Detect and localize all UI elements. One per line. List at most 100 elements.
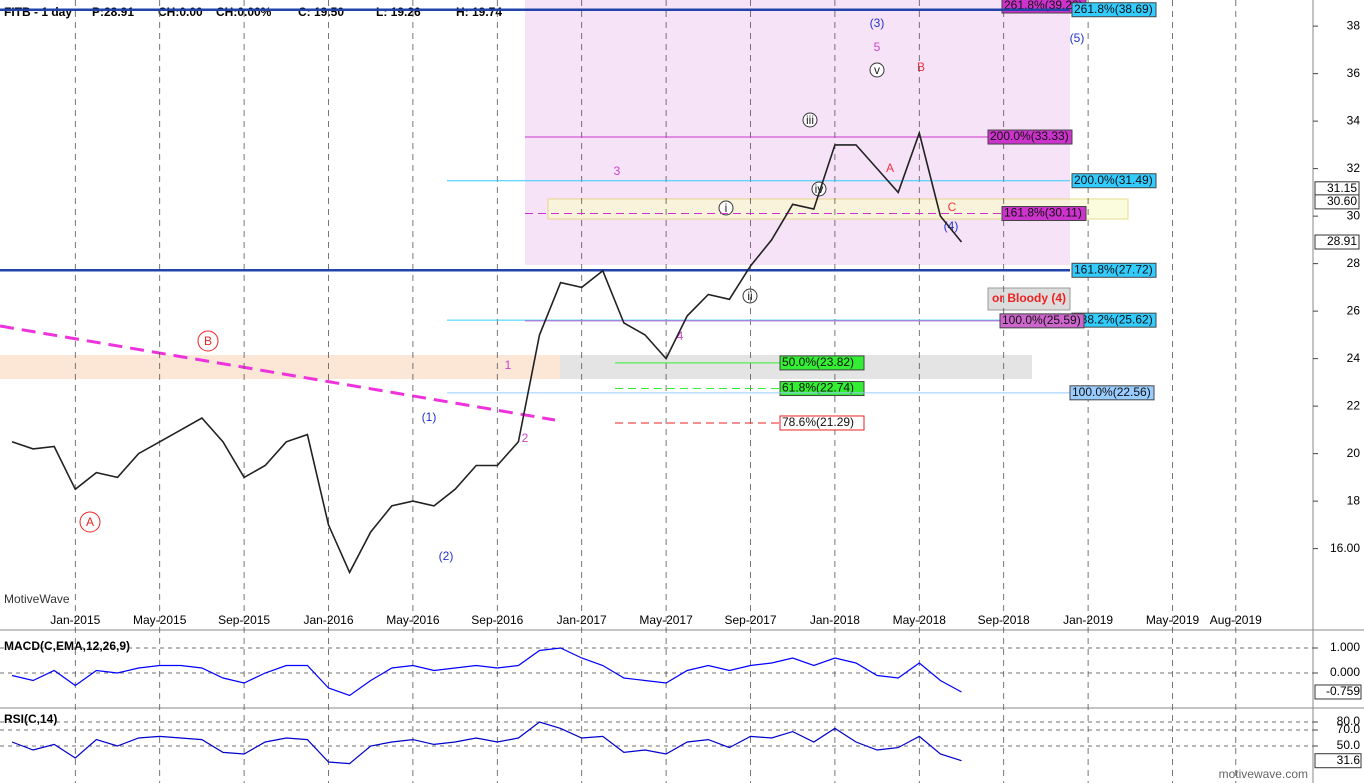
series-line bbox=[11, 130, 963, 575]
fib-label: 50.0%(23.82) bbox=[782, 355, 854, 369]
fib-label-box bbox=[1069, 385, 1155, 401]
x-tick-label: Jan-2017 bbox=[557, 613, 607, 627]
y-tick-label: 50.0 bbox=[1337, 738, 1361, 752]
fib-label: 100.0%(25.59) bbox=[1002, 313, 1081, 327]
wave-label: v bbox=[874, 63, 880, 77]
fib-label-box bbox=[779, 415, 865, 431]
price-marker: 31.15 bbox=[1327, 181, 1357, 195]
y-tick-label: 36 bbox=[1347, 66, 1361, 80]
x-tick-label: Jan-2019 bbox=[1063, 613, 1113, 627]
current-marker-box bbox=[1314, 753, 1362, 769]
wave-label: (3) bbox=[870, 16, 885, 30]
watermark: MotiveWave bbox=[4, 592, 70, 606]
current-marker: -0.759 bbox=[1326, 684, 1360, 698]
wave-label: 5 bbox=[874, 40, 881, 54]
y-tick-label: 20 bbox=[1347, 446, 1361, 460]
wave-label: 2 bbox=[522, 431, 529, 445]
y-tick-label: 32 bbox=[1347, 161, 1361, 175]
wave-label: ii bbox=[747, 289, 752, 303]
wave-label: B bbox=[204, 334, 212, 348]
series-line bbox=[11, 721, 962, 765]
wave-label: A bbox=[886, 161, 894, 175]
y-tick-label: 80.0 bbox=[1337, 714, 1361, 728]
x-tick-label: Aug-2019 bbox=[1210, 613, 1262, 627]
fib-label-box bbox=[1071, 262, 1157, 278]
y-tick-label: 70.0 bbox=[1337, 722, 1361, 736]
fib-label: 61.8%(22.74) bbox=[782, 381, 854, 395]
y-tick-label: 22 bbox=[1347, 398, 1361, 412]
note-box bbox=[987, 287, 1071, 311]
y-tick-label: 24 bbox=[1347, 351, 1361, 365]
wave-label: (5) bbox=[1070, 31, 1085, 45]
wave-label: 4 bbox=[677, 329, 684, 343]
wave-label: iii bbox=[806, 113, 814, 127]
stat: L: 19.26 bbox=[376, 5, 421, 19]
fib-label: 138.2%(25.62) bbox=[1074, 312, 1153, 326]
price-marker-box bbox=[1314, 234, 1360, 250]
stat: C: 19.50 bbox=[298, 5, 344, 19]
fib-label: 161.8%(27.72) bbox=[1074, 262, 1153, 276]
fib-label-box bbox=[1001, 206, 1087, 222]
fib-label-box bbox=[1071, 173, 1157, 189]
stat: H: 19.74 bbox=[456, 5, 502, 19]
watermark: motivewave.com bbox=[1219, 767, 1308, 781]
x-tick-label: May-2017 bbox=[639, 613, 693, 627]
y-tick-label: 28 bbox=[1347, 256, 1361, 270]
wave-label: i bbox=[725, 201, 728, 215]
wave-label: B bbox=[917, 60, 925, 74]
current-marker: 31.6 bbox=[1337, 753, 1361, 767]
fib-label: 261.8%(38.69) bbox=[1074, 2, 1153, 16]
stat: P:28.91 bbox=[92, 5, 134, 19]
wave-label: (2) bbox=[439, 549, 454, 563]
wave-label: iv bbox=[815, 182, 824, 196]
x-tick-label: May-2019 bbox=[1146, 613, 1200, 627]
price-marker: 28.91 bbox=[1327, 234, 1357, 248]
wave-circle bbox=[79, 511, 101, 533]
y-tick-label: 16.00 bbox=[1330, 541, 1360, 555]
fib-label: 100.0%(22.56) bbox=[1072, 385, 1151, 399]
y-tick-label: 34 bbox=[1347, 113, 1361, 127]
y-tick-label: 30 bbox=[1347, 208, 1361, 222]
x-tick-label: Sep-2015 bbox=[218, 613, 270, 627]
wave-label: (4) bbox=[944, 219, 959, 233]
series-line bbox=[11, 647, 962, 697]
x-tick-label: Sep-2017 bbox=[724, 613, 776, 627]
x-tick-label: Sep-2016 bbox=[471, 613, 523, 627]
note: or Bloody (4) bbox=[992, 291, 1066, 305]
fib-label-box bbox=[779, 381, 865, 397]
current-marker-box bbox=[1314, 684, 1362, 700]
wave-label: (1) bbox=[422, 410, 437, 424]
y-tick-label: 18 bbox=[1347, 493, 1361, 507]
fib-label: 200.0%(33.33) bbox=[990, 129, 1069, 143]
fib-zone bbox=[525, 0, 1070, 265]
price-marker: 30.60 bbox=[1327, 194, 1357, 208]
fib-label-box bbox=[779, 355, 865, 371]
trendline bbox=[0, 324, 556, 422]
fib-label-box bbox=[999, 313, 1085, 329]
stat: CH:0.00 bbox=[158, 5, 203, 19]
y-tick-label: 26 bbox=[1347, 303, 1361, 317]
panel-title: RSI(C,14) bbox=[4, 712, 57, 726]
panel-title: MACD(C,EMA,12,26,9) bbox=[4, 639, 130, 653]
fib-label-box bbox=[1071, 2, 1157, 18]
fib-label: 161.8%(30.11) bbox=[1004, 206, 1082, 220]
x-tick-label: Jan-2018 bbox=[810, 613, 860, 627]
y-tick-label: 38 bbox=[1347, 18, 1361, 32]
x-tick-label: May-2018 bbox=[893, 613, 947, 627]
wave-circle bbox=[197, 330, 219, 352]
wave-label: C bbox=[948, 200, 957, 214]
zone bbox=[0, 355, 560, 379]
x-tick-label: Sep-2018 bbox=[978, 613, 1030, 627]
wave-label: A bbox=[86, 515, 94, 529]
chart-title: FITB - 1 day bbox=[4, 5, 72, 19]
y-tick-label: 0.000 bbox=[1330, 665, 1360, 679]
price-marker-box bbox=[1314, 194, 1360, 210]
x-tick-label: Jan-2015 bbox=[50, 613, 100, 627]
y-tick-label: 1.000 bbox=[1330, 640, 1360, 654]
fib-label: 200.0%(31.49) bbox=[1074, 173, 1153, 187]
x-tick-label: May-2015 bbox=[133, 613, 187, 627]
fib-label: 78.6%(21.29) bbox=[782, 415, 854, 429]
fib-label-box bbox=[987, 129, 1073, 145]
wave-label: 3 bbox=[614, 164, 621, 178]
